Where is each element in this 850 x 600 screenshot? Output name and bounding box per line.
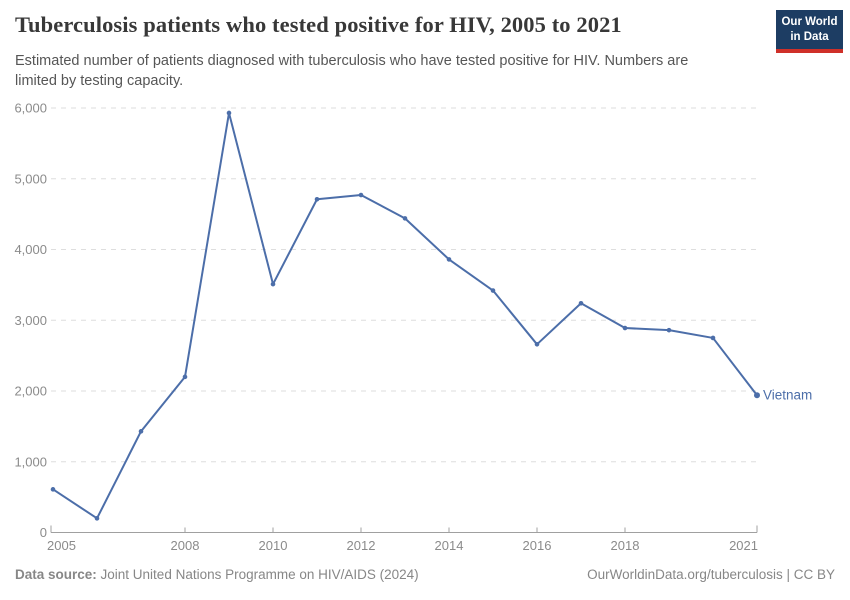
- series-end-label-vietnam[interactable]: Vietnam: [763, 388, 812, 403]
- data-point-marker[interactable]: [138, 429, 144, 434]
- owid-logo: Our World in Data: [776, 10, 843, 53]
- data-point-marker[interactable]: [270, 281, 276, 287]
- data-point-marker[interactable]: [50, 487, 56, 492]
- data-point-marker[interactable]: [314, 196, 320, 202]
- y-axis-tick-label: 6,000: [14, 101, 47, 116]
- y-axis-tick-label: 4,000: [14, 242, 47, 257]
- chart-footer: Data source: Joint United Nations Progra…: [15, 567, 835, 582]
- data-point-marker[interactable]: [666, 327, 672, 333]
- chart-subtitle: Estimated number of patients diagnosed w…: [15, 53, 689, 89]
- credit-link[interactable]: OurWorldinData.org/tuberculosis | CC BY: [587, 567, 835, 582]
- data-point-marker[interactable]: [94, 516, 100, 521]
- x-axis-tick-label: 2010: [259, 538, 288, 553]
- data-line-vietnam[interactable]: [52, 111, 758, 520]
- data-point-marker[interactable]: [578, 300, 584, 306]
- chart-title: Tuberculosis patients who tested positiv…: [15, 12, 622, 37]
- x-axis-tick-label: 2016: [523, 538, 552, 553]
- data-point-marker[interactable]: [402, 216, 408, 221]
- x-axis-tick-label: 2005: [47, 538, 76, 553]
- data-source-text: Data source: Joint United Nations Progra…: [15, 567, 419, 582]
- y-axis-tick-label: 1,000: [14, 454, 47, 469]
- data-point-marker[interactable]: [226, 110, 232, 116]
- owid-logo-line2: in Data: [790, 30, 829, 43]
- y-axis-tick-label: 5,000: [14, 171, 47, 186]
- x-axis-tick-label: 2021: [729, 538, 758, 553]
- x-axis-tick-label: 2018: [611, 538, 640, 553]
- data-point-marker[interactable]: [358, 192, 364, 198]
- x-axis-tick-label: 2008: [171, 538, 200, 553]
- x-axis-tick-label: 2014: [435, 538, 464, 553]
- data-point-marker[interactable]: [622, 325, 628, 331]
- data-point-marker[interactable]: [534, 342, 540, 347]
- data-point-marker[interactable]: [754, 392, 760, 399]
- data-point-marker[interactable]: [182, 374, 188, 380]
- y-axis-tick-label: 0: [40, 525, 47, 540]
- y-axis-tick-label: 2,000: [14, 384, 47, 399]
- data-source-value: Joint United Nations Programme on HIV/AI…: [96, 567, 419, 582]
- x-axis-tick-label: 2012: [347, 538, 376, 553]
- y-axis-tick-label: 3,000: [14, 313, 47, 328]
- data-point-marker[interactable]: [490, 288, 496, 293]
- data-point-marker[interactable]: [710, 335, 716, 341]
- owid-logo-line1: Our World: [781, 15, 838, 28]
- data-point-marker[interactable]: [446, 257, 452, 262]
- data-source-label: Data source:: [15, 567, 97, 582]
